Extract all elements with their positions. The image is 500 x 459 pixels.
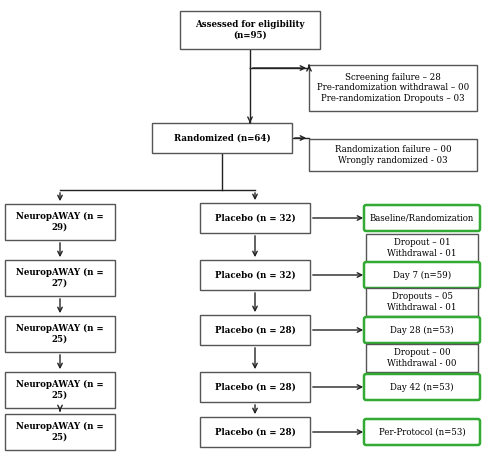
Text: Dropout – 00
Withdrawal - 00: Dropout – 00 Withdrawal - 00 xyxy=(387,348,457,368)
Text: Placebo (n = 28): Placebo (n = 28) xyxy=(214,382,296,392)
Text: Screening failure – 28
Pre-randomization withdrawal – 00
Pre-randomization Dropo: Screening failure – 28 Pre-randomization… xyxy=(317,73,469,103)
Text: Placebo (n = 32): Placebo (n = 32) xyxy=(214,270,296,280)
Text: Dropout – 01
Withdrawal - 01: Dropout – 01 Withdrawal - 01 xyxy=(387,238,457,257)
Text: Assessed for eligibility
(n=95): Assessed for eligibility (n=95) xyxy=(195,20,305,39)
Text: NeuropAWAY (n =
25): NeuropAWAY (n = 25) xyxy=(16,422,104,442)
Text: Day 28 (n=53): Day 28 (n=53) xyxy=(390,325,454,335)
FancyBboxPatch shape xyxy=(200,372,310,402)
Text: Baseline/Randomization: Baseline/Randomization xyxy=(370,213,474,223)
FancyBboxPatch shape xyxy=(366,288,478,316)
FancyBboxPatch shape xyxy=(200,203,310,233)
Text: Placebo (n = 32): Placebo (n = 32) xyxy=(214,213,296,223)
FancyBboxPatch shape xyxy=(364,262,480,288)
Text: NeuropAWAY (n =
25): NeuropAWAY (n = 25) xyxy=(16,380,104,400)
Text: Placebo (n = 28): Placebo (n = 28) xyxy=(214,427,296,437)
FancyBboxPatch shape xyxy=(200,315,310,345)
FancyBboxPatch shape xyxy=(180,11,320,49)
FancyBboxPatch shape xyxy=(5,316,115,352)
Text: NeuropAWAY (n =
27): NeuropAWAY (n = 27) xyxy=(16,268,104,288)
FancyBboxPatch shape xyxy=(200,260,310,290)
FancyBboxPatch shape xyxy=(309,65,477,111)
FancyBboxPatch shape xyxy=(152,123,292,153)
Text: Placebo (n = 28): Placebo (n = 28) xyxy=(214,325,296,335)
Text: Per-Protocol (n=53): Per-Protocol (n=53) xyxy=(378,427,466,437)
FancyBboxPatch shape xyxy=(364,374,480,400)
FancyBboxPatch shape xyxy=(5,414,115,450)
FancyBboxPatch shape xyxy=(5,372,115,408)
FancyBboxPatch shape xyxy=(309,139,477,171)
FancyBboxPatch shape xyxy=(5,260,115,296)
Text: NeuropAWAY (n =
25): NeuropAWAY (n = 25) xyxy=(16,324,104,344)
FancyBboxPatch shape xyxy=(200,417,310,447)
Text: Dropouts – 05
Withdrawal - 01: Dropouts – 05 Withdrawal - 01 xyxy=(387,292,457,312)
Text: Randomized (n=64): Randomized (n=64) xyxy=(174,134,270,142)
FancyBboxPatch shape xyxy=(5,204,115,240)
Text: Day 7 (n=59): Day 7 (n=59) xyxy=(393,270,451,280)
FancyBboxPatch shape xyxy=(364,419,480,445)
Text: Randomization failure – 00
Wrongly randomized - 03: Randomization failure – 00 Wrongly rando… xyxy=(334,146,452,165)
FancyBboxPatch shape xyxy=(366,234,478,262)
Text: Day 42 (n=53): Day 42 (n=53) xyxy=(390,382,454,392)
FancyBboxPatch shape xyxy=(364,317,480,343)
FancyBboxPatch shape xyxy=(366,344,478,372)
FancyBboxPatch shape xyxy=(364,205,480,231)
Text: NeuropAWAY (n =
29): NeuropAWAY (n = 29) xyxy=(16,212,104,232)
